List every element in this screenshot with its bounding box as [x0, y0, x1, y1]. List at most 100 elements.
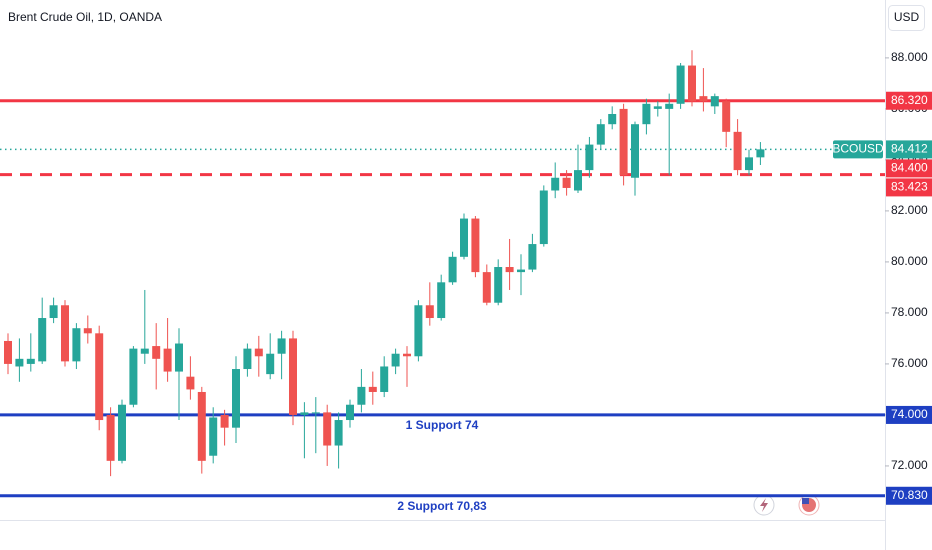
candle-body — [15, 358, 24, 367]
axes: 72.00074.00076.00078.00080.00082.00084.0… — [832, 50, 932, 505]
x-tick-label: Jul — [365, 527, 380, 541]
y-tick-label: 78.000 — [891, 305, 928, 319]
x-tick-label: 21 — [275, 527, 289, 541]
candle-body — [425, 305, 434, 319]
x-tick-label: Sep — [864, 527, 886, 541]
candle-body — [357, 386, 366, 405]
candle-body — [95, 333, 104, 421]
candle-body — [403, 353, 411, 357]
candle-body — [175, 343, 183, 372]
y-tick-label: 80.000 — [891, 254, 928, 268]
chart-title: Brent Crude Oil, 1D, OANDA — [8, 10, 162, 24]
candle-body — [494, 267, 503, 303]
candle-body — [505, 267, 514, 273]
candle-body — [539, 190, 548, 245]
candle-body — [163, 348, 172, 372]
x-tick-label: 14 — [708, 527, 722, 541]
candle-body — [186, 376, 195, 390]
candle-body — [437, 282, 446, 319]
candle-body — [323, 412, 332, 446]
x-tick-label: 12 — [195, 527, 209, 541]
price-tag-label: 86.320 — [891, 93, 928, 107]
price-tag-label: 84.412 — [891, 142, 928, 156]
event-icon-glyph — [760, 498, 768, 512]
candle-body — [528, 244, 537, 270]
y-tick-label: 88.000 — [891, 50, 928, 64]
candle-body — [733, 131, 742, 171]
candle-body — [448, 256, 457, 283]
candle-body — [266, 353, 275, 375]
plot-area: 1 Support 74 2 Support 70,83 — [0, 50, 885, 513]
candle-body — [676, 65, 685, 104]
candle-body — [243, 348, 252, 370]
candle-body — [699, 96, 708, 102]
x-tick-label: 17 — [480, 527, 494, 541]
candle-body — [562, 177, 571, 188]
x-tick-label: Aug — [602, 527, 623, 541]
candle-body — [4, 340, 12, 364]
candle-body — [631, 124, 639, 178]
candle-body — [72, 328, 81, 362]
price-tag-label: 70.830 — [891, 488, 928, 502]
candle-body — [619, 108, 628, 176]
candle-body — [152, 346, 161, 359]
price-tag — [886, 486, 932, 505]
candle-body — [642, 103, 651, 125]
x-tick-label: 23 — [788, 527, 802, 541]
price-tag — [886, 140, 932, 159]
candle-body — [209, 417, 218, 456]
candle-body — [61, 305, 69, 362]
candle-body — [688, 65, 696, 102]
candle-body — [311, 412, 320, 414]
y-tick-label: 72.000 — [891, 458, 928, 472]
candle-body — [26, 358, 35, 364]
candle-body — [300, 412, 309, 415]
price-tag-label: 74.000 — [891, 407, 928, 421]
candle-body — [129, 348, 138, 405]
candle-body — [414, 305, 423, 357]
candle-body — [574, 170, 582, 191]
candle-body — [710, 96, 719, 107]
candle-body — [368, 386, 377, 392]
candle-body — [220, 414, 229, 428]
y-tick-label: 82.000 — [891, 203, 928, 217]
candle-body — [665, 103, 674, 109]
candle-body — [380, 366, 389, 392]
event-icons — [753, 494, 820, 516]
currency-label[interactable]: USD — [894, 10, 920, 24]
candle-body — [391, 353, 400, 367]
candle-body — [482, 272, 491, 303]
level-annotation: 2 Support 70,83 — [397, 499, 487, 513]
price-tag — [886, 178, 932, 197]
candle-body — [585, 144, 594, 171]
price-tag — [886, 405, 932, 424]
currency-button[interactable] — [888, 5, 925, 31]
candle-body — [83, 328, 92, 334]
price-tag — [886, 159, 932, 178]
symbol-tag-label: BCOUSD — [832, 142, 884, 156]
candle-body — [38, 318, 47, 362]
candle-body — [254, 348, 263, 357]
candle-body — [197, 391, 206, 461]
price-tag — [886, 91, 932, 110]
candle-body — [745, 157, 753, 171]
candle-body — [517, 269, 525, 273]
candle-body — [346, 404, 354, 421]
candle-body — [277, 338, 286, 354]
candle-body — [106, 414, 115, 461]
candle-body — [140, 348, 149, 354]
candle-body — [49, 305, 58, 319]
candle-body — [118, 404, 126, 461]
candle-body — [289, 338, 297, 415]
candle-body — [608, 113, 617, 125]
candle-body — [756, 149, 765, 158]
candle-body — [551, 177, 560, 191]
candle-body — [460, 218, 468, 257]
candle-body — [471, 218, 480, 273]
x-tick-label: Jun — [112, 527, 131, 541]
level-annotation: 1 Support 74 — [406, 418, 479, 432]
candle-body — [653, 106, 662, 109]
price-tag-label: 83.423 — [891, 180, 928, 194]
